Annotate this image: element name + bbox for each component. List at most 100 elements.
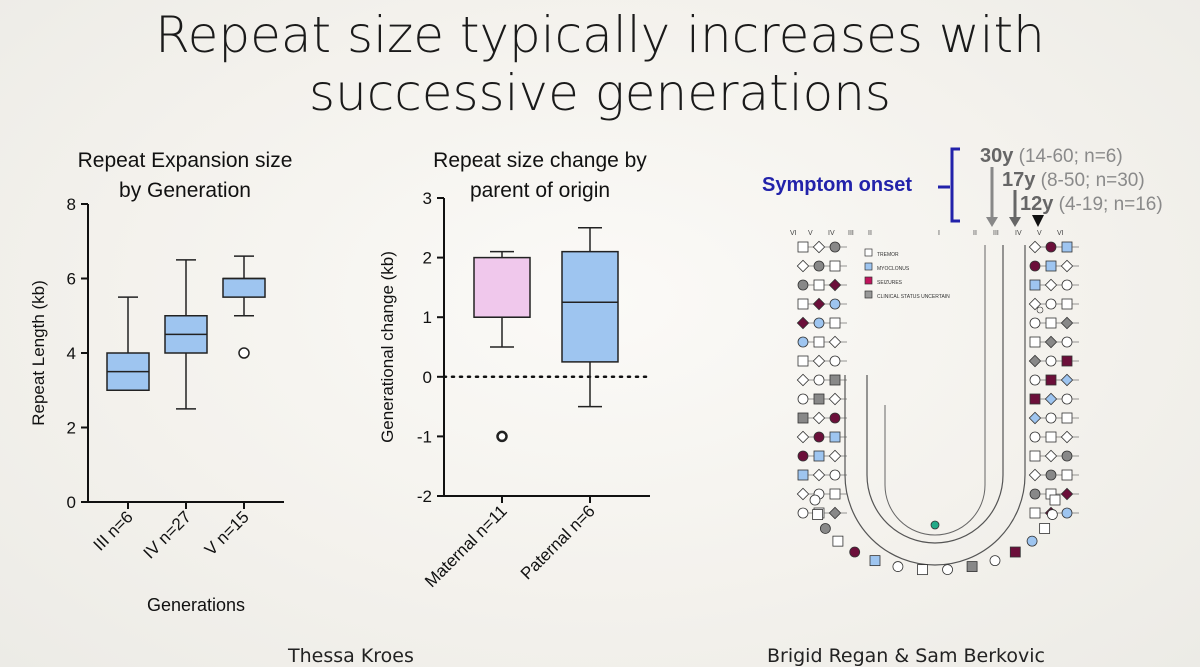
pedigree-unknown-sex bbox=[812, 240, 826, 254]
pedigree-figure: VI V IV III II I II III IV V VITREMORMYOCLONUSSEIZ… bbox=[790, 230, 1079, 576]
pedigree-male bbox=[797, 355, 809, 367]
pedigree-male bbox=[1061, 412, 1073, 424]
generation-label-right: III bbox=[993, 230, 999, 237]
chart1-title-line1: Repeat Expansion size bbox=[77, 149, 293, 172]
slide-title: Repeat size typically increases with suc… bbox=[0, 6, 1200, 122]
pedigree-female bbox=[1029, 431, 1041, 443]
pedigree-female bbox=[1029, 488, 1041, 500]
y-tick-label: 6 bbox=[67, 270, 76, 289]
x-tick-label: Maternal n=11 bbox=[421, 501, 511, 591]
pedigree-unknown-sex bbox=[796, 430, 810, 444]
pedigree-female bbox=[892, 561, 904, 572]
pedigree-female bbox=[809, 494, 821, 506]
chart2-title: Repeat size change by parent of origin bbox=[390, 146, 690, 206]
pedigree-male bbox=[829, 317, 841, 329]
generation-label-left: VI bbox=[790, 230, 797, 237]
pedigree-male bbox=[797, 298, 809, 310]
pedigree-female bbox=[849, 546, 861, 558]
legend-swatch bbox=[864, 262, 873, 271]
pedigree-female bbox=[1046, 509, 1058, 520]
pedigree-female bbox=[813, 260, 825, 272]
chart2-title-line1: Repeat size change by bbox=[433, 149, 647, 172]
chart2-title-line2: parent of origin bbox=[469, 179, 611, 202]
y-tick-label: 1 bbox=[423, 308, 432, 327]
pedigree-male bbox=[1029, 279, 1041, 291]
pedigree-unknown-sex bbox=[1028, 354, 1042, 368]
pedigree-female bbox=[1061, 507, 1073, 519]
onset-age-3: 12y bbox=[1020, 193, 1054, 215]
title-line-1: Repeat size typically increases with bbox=[155, 6, 1045, 64]
pedigree-male bbox=[1029, 507, 1041, 519]
iqr-box bbox=[222, 277, 266, 298]
pedigree-female bbox=[1026, 535, 1038, 547]
pedigree-unknown-sex bbox=[1028, 297, 1042, 311]
pedigree-unknown-sex bbox=[1060, 487, 1074, 501]
pedigree-female bbox=[1045, 412, 1057, 424]
pedigree-unknown-sex bbox=[1044, 449, 1058, 463]
pedigree-unknown-sex bbox=[812, 297, 826, 311]
pedigree-female bbox=[819, 523, 831, 534]
pedigree-unknown-sex bbox=[828, 506, 842, 520]
pedigree-male bbox=[1045, 431, 1057, 443]
generation-label-left: I bbox=[938, 230, 940, 237]
pedigree-male bbox=[1029, 393, 1041, 405]
pedigree-female bbox=[1061, 450, 1073, 462]
pedigree-unknown-sex bbox=[796, 316, 810, 330]
y-tick-label: 2 bbox=[67, 419, 76, 438]
pedigree-female bbox=[813, 317, 825, 329]
pedigree-male bbox=[1061, 298, 1073, 310]
pedigree-male bbox=[1029, 450, 1041, 462]
pedigree-female bbox=[829, 355, 841, 367]
pedigree-unknown-sex bbox=[812, 411, 826, 425]
pedigree-female bbox=[797, 279, 809, 291]
generation-label-right: VI bbox=[1057, 230, 1064, 237]
pedigree-male bbox=[1045, 374, 1057, 386]
pedigree-legend: TREMOR MYOCLONUS SEIZURES CLINICAL STATUS U… bbox=[864, 248, 950, 300]
y-tick-label: -1 bbox=[417, 427, 432, 446]
onset-row-3: 12y (4-19; n=16) bbox=[1020, 193, 1163, 216]
onset-row-1: 30y (14-60; n=6) bbox=[980, 145, 1123, 168]
pedigree-male bbox=[1045, 260, 1057, 272]
generation-label-right: IV bbox=[1015, 230, 1022, 237]
pedigree-female bbox=[813, 374, 825, 386]
pedigree-male bbox=[869, 555, 881, 567]
x-tick-label: V n=15 bbox=[201, 507, 253, 559]
generation-label-right: II bbox=[973, 230, 977, 237]
legend-label: TREMOR bbox=[877, 252, 899, 258]
pedigree-male bbox=[813, 336, 825, 348]
pedigree-male bbox=[797, 412, 809, 424]
y-axis-label: Generational change (kb) bbox=[378, 251, 397, 443]
pedigree-male bbox=[1039, 523, 1051, 534]
pedigree-unknown-sex bbox=[1028, 468, 1042, 482]
pedigree-female bbox=[829, 241, 841, 253]
pedigree-arc-inner bbox=[866, 245, 1004, 544]
x-tick-label: IV n=27 bbox=[140, 507, 195, 562]
pedigree-male bbox=[1009, 546, 1021, 558]
credit-left: Thessa Kroes bbox=[288, 645, 414, 667]
legend-label: SEIZURES bbox=[877, 280, 903, 286]
pedigree-male bbox=[917, 564, 928, 576]
pedigree-male bbox=[813, 450, 825, 462]
y-tick-label: 2 bbox=[423, 249, 432, 268]
pedigree-male bbox=[1049, 494, 1061, 506]
generation-label-right: V bbox=[1037, 230, 1042, 237]
pedigree-male bbox=[1029, 336, 1041, 348]
pedigree-male bbox=[812, 509, 824, 520]
pedigree-male bbox=[797, 241, 809, 253]
legend-swatch bbox=[864, 290, 873, 299]
pedigree-arc-core bbox=[884, 245, 986, 536]
legend-swatch bbox=[864, 248, 873, 257]
pedigree-unknown-sex bbox=[828, 335, 842, 349]
outlier-point bbox=[496, 430, 508, 443]
generation-label-left: V bbox=[808, 230, 813, 237]
pedigree-female bbox=[797, 507, 809, 519]
onset-detail-1: (14-60; n=6) bbox=[1013, 146, 1123, 167]
box-1 bbox=[106, 296, 150, 391]
chart-generation-boxplot: 0 2 4 6 8 Repeat Length (kb) III n=6 IV n=27 V n… bbox=[29, 195, 284, 615]
pedigree-female bbox=[1061, 336, 1073, 348]
pedigree-female bbox=[989, 555, 1001, 567]
pedigree-female bbox=[1029, 374, 1041, 386]
legend-label: MYOCLONUS bbox=[877, 266, 910, 272]
pedigree-founder bbox=[930, 520, 940, 530]
pedigree-female bbox=[1045, 469, 1057, 481]
